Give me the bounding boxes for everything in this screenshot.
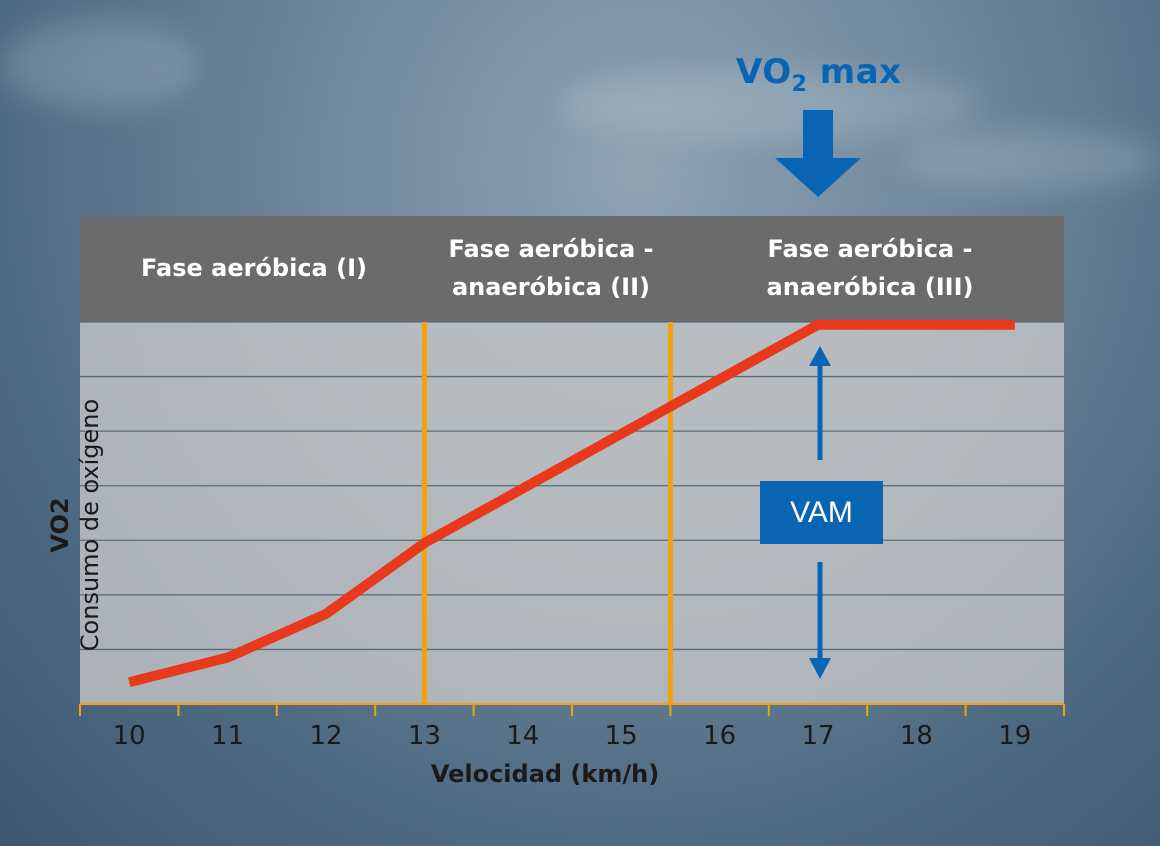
series	[127, 319, 1015, 688]
vo2max-arrow	[775, 110, 861, 197]
phase-label-1: Fase aeróbica (I)	[141, 254, 367, 282]
y-axis-label: VO2 Consumo de oxígeno	[45, 315, 115, 735]
x-tick-label: 10	[113, 721, 146, 751]
x-tick-label: 11	[211, 721, 244, 751]
x-tick-label: 19	[998, 721, 1031, 751]
plot-area	[80, 322, 1064, 704]
x-axis-label: Velocidad (km/h)	[430, 760, 660, 788]
x-tick-label: 18	[900, 721, 933, 751]
phase-header	[80, 216, 1064, 322]
vam-label: VAM	[760, 481, 883, 544]
vam-down-arrowhead	[809, 658, 831, 679]
x-tick-label: 17	[801, 721, 834, 751]
phase-label-2: Fase aeróbica - anaeróbica (II)	[448, 235, 654, 301]
vo2max-label: VO2 max	[736, 52, 902, 97]
series-line	[127, 319, 1015, 688]
x-tick-label: 14	[506, 721, 539, 751]
x-axis	[79, 703, 1065, 716]
vam-up-arrowhead	[809, 346, 831, 366]
y-axis-label-bold: VO2	[46, 497, 74, 553]
annotation-arrows	[775, 110, 861, 679]
x-tick-labels: 10 11 12 13 14 15 16 17 18 19	[113, 721, 1032, 751]
x-tick-label: 13	[408, 721, 441, 751]
y-axis-label-text: Consumo de oxígeno	[76, 398, 104, 652]
phase-label-3: Fase aeróbica - anaeróbica (III)	[766, 235, 974, 301]
x-tick-label: 12	[309, 721, 342, 751]
x-tick-label: 16	[703, 721, 736, 751]
x-tick-label: 15	[605, 721, 638, 751]
phase-boundaries	[421, 322, 673, 704]
